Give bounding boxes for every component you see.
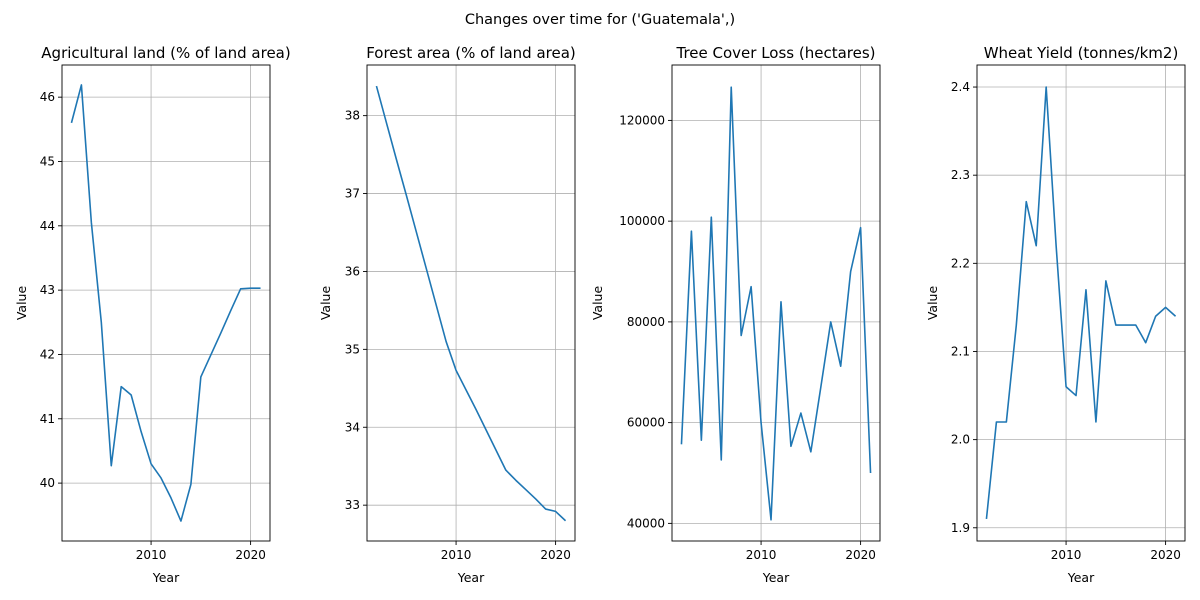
x-axis-label: Year <box>457 570 485 585</box>
y-tick-label: 2.4 <box>951 80 970 94</box>
figure-suptitle: Changes over time for ('Guatemala',) <box>465 12 735 28</box>
y-tick-label: 35 <box>345 342 360 356</box>
axes-frame <box>976 64 1186 542</box>
y-tick-label: 60000 <box>627 416 665 430</box>
y-tick-label: 1.9 <box>951 521 970 535</box>
y-tick-label: 80000 <box>627 315 665 329</box>
chart-title: Tree Cover Loss (hectares) <box>675 44 875 62</box>
axes-frame <box>366 64 576 542</box>
x-tick-label: 2020 <box>235 548 266 562</box>
x-axis-label: Year <box>152 570 180 585</box>
y-tick-label: 120000 <box>619 113 665 127</box>
x-tick-label: 2020 <box>1150 548 1181 562</box>
y-tick-label: 41 <box>40 412 55 426</box>
y-tick-label: 45 <box>40 154 55 168</box>
y-tick-label: 34 <box>345 420 360 434</box>
y-axis-label: Value <box>318 286 333 321</box>
chart-panels: 40 41 42 43 44 45 46 2010 2020 Agricultural land … <box>14 44 1186 585</box>
y-tick-label: 36 <box>345 264 360 278</box>
y-tick-label: 40 <box>40 476 55 490</box>
chart-panel-2: 33 34 35 36 37 38 2010 2020 Forest area (% of la… <box>318 44 576 585</box>
x-tick-label: 2010 <box>136 548 167 562</box>
x-axis-label: Year <box>1067 570 1095 585</box>
y-tick-label: 46 <box>40 90 55 104</box>
y-tick-label: 2.1 <box>951 344 970 358</box>
x-tick-label: 2010 <box>441 548 472 562</box>
y-tick-label: 2.2 <box>951 256 970 270</box>
x-tick-label: 2010 <box>746 548 777 562</box>
y-tick-label: 2.3 <box>951 168 970 182</box>
series-line <box>70 84 261 522</box>
series-line <box>680 86 872 521</box>
chart-panel-4: 1.9 2.0 2.1 2.2 2.3 2.4 2010 2020 Wheat Yield (t… <box>925 44 1186 585</box>
y-tick-label: 38 <box>345 109 360 123</box>
x-tick-label: 2020 <box>845 548 876 562</box>
chart-panel-1: 40 41 42 43 44 45 46 2010 2020 Agricultural land … <box>14 44 291 585</box>
y-tick-label: 2.0 <box>951 433 970 447</box>
chart-title: Forest area (% of land area) <box>366 44 576 62</box>
y-tick-label: 37 <box>345 187 360 201</box>
chart-panel-3: 40000 60000 80000 100000 120000 2010 2020 Tree … <box>590 44 881 585</box>
x-tick-label: 2010 <box>1051 548 1082 562</box>
y-tick-label: 40000 <box>627 516 665 530</box>
y-axis-label: Value <box>14 286 29 321</box>
axes-frame <box>61 64 271 542</box>
y-tick-label: 42 <box>40 347 55 361</box>
x-axis-label: Year <box>762 570 790 585</box>
y-axis-label: Value <box>590 286 605 321</box>
x-tick-label: 2020 <box>540 548 571 562</box>
axes-frame <box>671 64 881 542</box>
y-tick-label: 43 <box>40 283 55 297</box>
y-tick-label: 33 <box>345 498 360 512</box>
series-line <box>375 85 567 522</box>
chart-title: Wheat Yield (tonnes/km2) <box>984 44 1179 62</box>
series-line <box>985 86 1177 520</box>
y-tick-label: 44 <box>40 219 55 233</box>
chart-title: Agricultural land (% of land area) <box>41 44 290 62</box>
y-tick-label: 100000 <box>619 214 665 228</box>
y-axis-label: Value <box>925 286 940 321</box>
